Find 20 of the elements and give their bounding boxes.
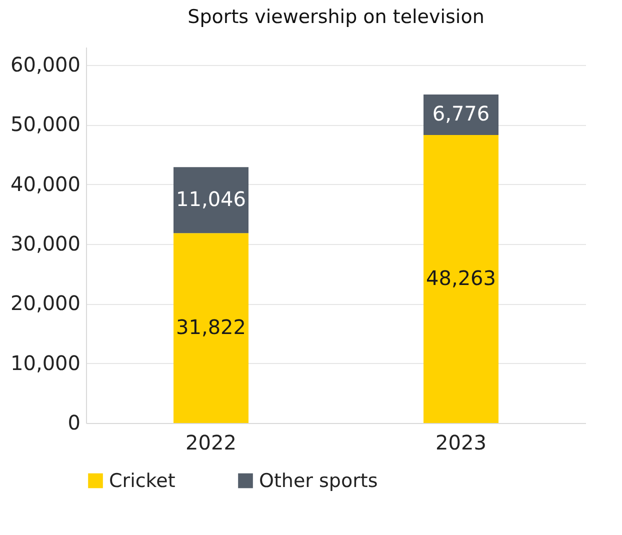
y-tick-label: 40,000 bbox=[10, 172, 80, 196]
x-tick-label: 2023 bbox=[436, 430, 486, 454]
bar bbox=[174, 167, 248, 234]
bar bbox=[424, 134, 498, 423]
legend-label: Cricket bbox=[109, 470, 176, 492]
y-tick-label: 30,000 bbox=[10, 231, 80, 256]
data-label: 11,046 bbox=[176, 187, 246, 212]
data-label: 48,263 bbox=[426, 266, 496, 290]
y-tick-label: 60,000 bbox=[10, 52, 80, 76]
data-label: 6,776 bbox=[432, 102, 490, 126]
bar bbox=[424, 94, 498, 135]
y-tick-label: 20,000 bbox=[10, 291, 80, 316]
y-tick-label: 10,000 bbox=[10, 350, 80, 375]
bar bbox=[174, 233, 248, 423]
y-tick-label: 50,000 bbox=[10, 112, 80, 136]
x-tick-label: 2022 bbox=[186, 430, 236, 454]
y-tick-label: 0 bbox=[68, 410, 80, 434]
data-label: 31,822 bbox=[176, 315, 246, 340]
legend-label: Other sports bbox=[259, 470, 378, 492]
chart-title: Sports viewership on television bbox=[188, 6, 484, 28]
